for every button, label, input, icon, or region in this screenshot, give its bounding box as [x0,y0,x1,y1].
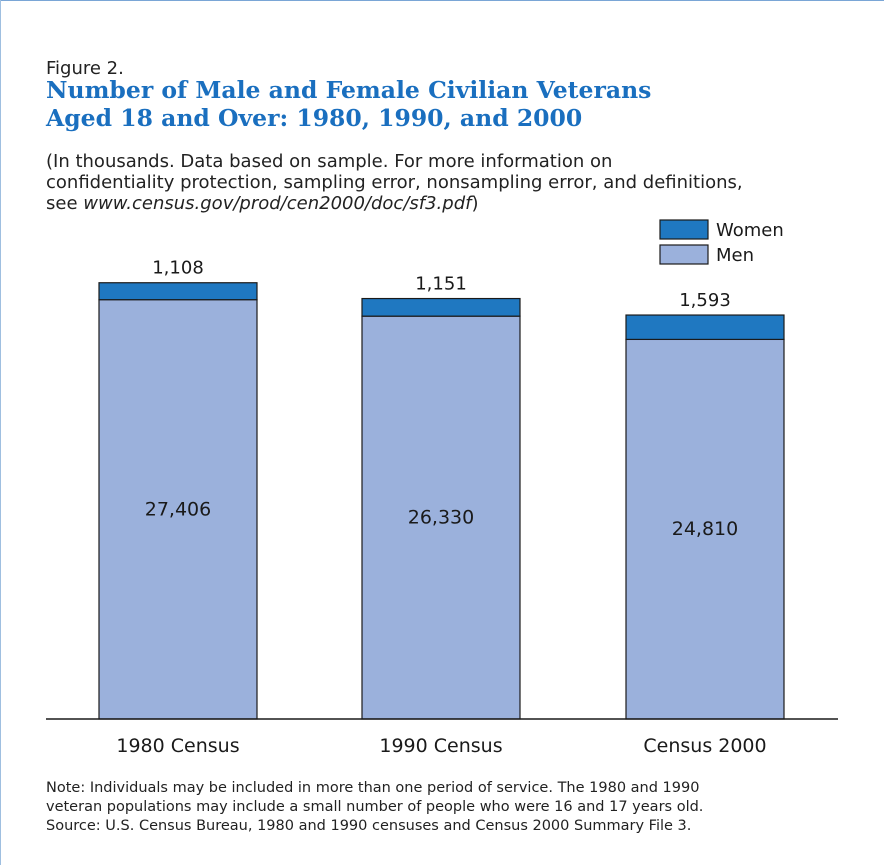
figure-title-line-2: Aged 18 and Over: 1980, 1990, and 2000 [46,104,583,132]
x-tick-label-2: 1990 Census [379,735,502,757]
x-tick-label-1: 1980 Census [116,735,239,757]
left-border [0,0,1,865]
note-line-3: Source: U.S. Census Bureau, 1980 and 199… [46,818,692,834]
data-label-men-1: 27,406 [145,498,211,520]
subtitle-line-2: confidentiality protection, sampling err… [46,172,743,193]
bar-men-2 [361,315,521,720]
note-line-2: veteran populations may include a small … [46,799,704,815]
top-border [0,0,884,1]
subtitle-line-3: see www.census.gov/prod/cen2000/doc/sf3.… [46,193,846,214]
data-label-women-1: 1,108 [152,258,204,279]
x-tick-label-3: Census 2000 [643,735,766,757]
subtitle-url-text: www.census.gov/prod/cen2000/doc/sf3.pdf [83,193,472,214]
bar-women-2 [361,297,521,317]
bar-women-1 [98,282,258,301]
legend-label-women: Women [716,220,784,241]
figure-title: Number of Male and Female Civilian Veter… [46,76,846,132]
legend-swatch-men [659,244,709,265]
data-label-women-2: 1,151 [415,274,467,295]
data-label-men-2: 26,330 [408,507,474,529]
legend-swatch-women [659,219,709,240]
figure-title-line-1: Number of Male and Female Civilian Veter… [46,76,652,104]
data-label-men-3: 24,810 [672,518,738,540]
data-label-women-3: 1,593 [679,290,731,311]
figure-subtitle: (In thousands. Data based on sample. For… [46,151,846,214]
figure-label: Figure 2. [46,58,124,79]
note-line-1: Note: Individuals may be included in mor… [46,780,700,796]
figure-note: Note: Individuals may be included in mor… [46,779,846,836]
subtitle-line-1: (In thousands. Data based on sample. For… [46,151,613,172]
legend-label-men: Men [716,245,754,266]
bar-men-3 [625,338,785,720]
subtitle-see-text: see [46,193,84,214]
bar-women-3 [625,314,785,341]
bar-men-1 [98,299,258,720]
subtitle-close-paren: ) [471,193,479,214]
